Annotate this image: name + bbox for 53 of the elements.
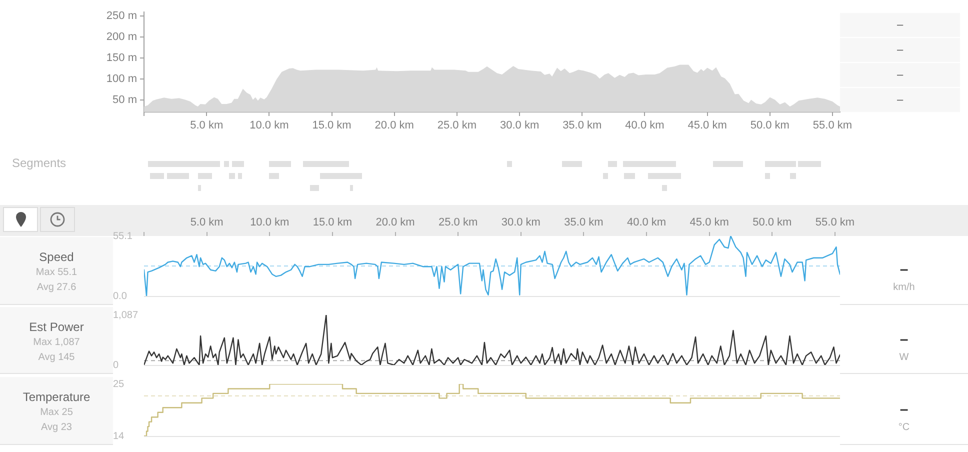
x-tick-label: 45.0 km (688, 120, 727, 132)
x-tick-label: 25.0 km (437, 120, 477, 132)
x-tick-label: 10.0 km (250, 216, 290, 228)
x-tick-label: 20.0 km (376, 216, 415, 228)
x-tick-label: 40.0 km (626, 216, 666, 228)
y-tick-label: 150 m (106, 52, 137, 64)
y-tick-label: 0 (113, 360, 119, 371)
text: Avg 145 (37, 351, 76, 365)
text: Speed (38, 250, 75, 264)
text: °C (897, 421, 911, 435)
text: – (896, 68, 904, 82)
y-tick-label: 1,087 (113, 310, 138, 321)
y-tick-label: 50 m (112, 94, 137, 106)
x-tick-label: 10.0 km (250, 120, 289, 132)
text: Max 25 (39, 406, 74, 420)
x-tick-label: 55.0 km (815, 216, 855, 228)
x-tick-label: 5.0 km (190, 120, 224, 132)
x-tick-label: 35.0 km (564, 216, 604, 228)
text: Max 55.1 (34, 266, 78, 280)
x-tick-label: 30.0 km (501, 216, 540, 228)
x-tick-label: 15.0 km (312, 216, 352, 228)
text: – (898, 401, 910, 418)
x-tick-label: 25.0 km (438, 216, 478, 228)
x-tick-label: 30.0 km (500, 120, 540, 132)
text: – (896, 43, 904, 57)
y-tick-label: 100 m (106, 73, 137, 86)
x-tick-label: 15.0 km (312, 120, 352, 132)
text: Avg 23 (40, 421, 73, 435)
text: Avg 27.6 (36, 281, 78, 295)
x-tick-label: 50.0 km (750, 120, 790, 132)
text: km/h (892, 281, 916, 295)
text: Temperature (22, 390, 92, 404)
chart-title: Est Power (28, 320, 85, 334)
x-tick-label: 40.0 km (625, 120, 664, 132)
text: Max 1,087 (32, 336, 81, 350)
x-tick-label: 55.0 km (812, 120, 852, 132)
y-tick-label: 250 m (106, 10, 137, 22)
x-tick-label: 20.0 km (374, 120, 414, 132)
y-tick-label: 200 m (106, 30, 137, 43)
text: Segments (12, 156, 66, 170)
y-tick-label: 55.1 (113, 230, 133, 242)
y-tick-label: 14 (113, 430, 125, 442)
text: – (898, 261, 910, 278)
y-tick-label: 25 (113, 378, 125, 390)
x-tick-label: 50.0 km (752, 216, 792, 228)
x-tick-label: 35.0 km (562, 120, 602, 132)
text: – (896, 93, 904, 107)
text: W (898, 351, 910, 365)
y-tick-label: 0.0 (113, 290, 128, 302)
x-tick-label: 45.0 km (690, 216, 729, 228)
text: – (896, 18, 904, 32)
x-tick-label: 5.0 km (190, 216, 224, 228)
text: – (898, 331, 910, 348)
